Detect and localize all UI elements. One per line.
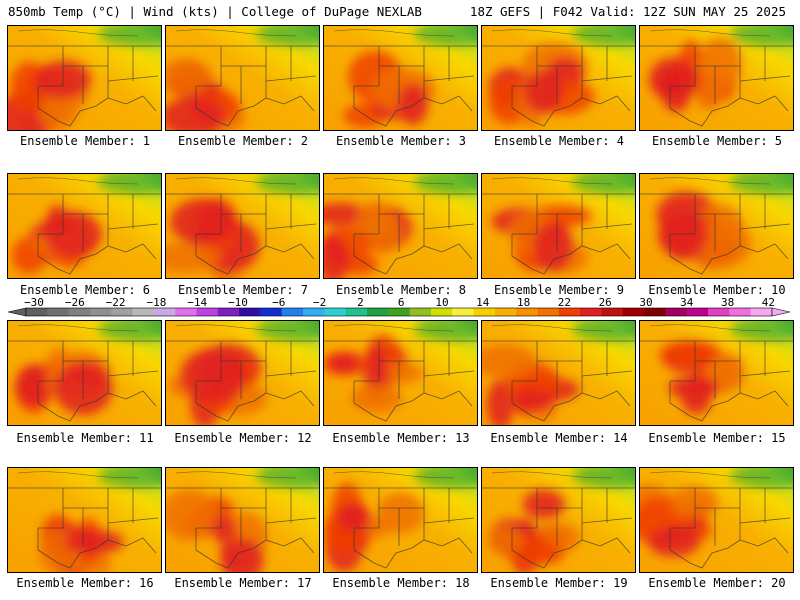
ensemble-map-panel	[323, 320, 478, 426]
colorbar-swatch	[430, 308, 453, 316]
colorbar-swatch	[303, 308, 325, 316]
ensemble-map-panel	[323, 25, 478, 131]
ensemble-map-panel	[165, 320, 320, 426]
colorbar-swatch	[111, 308, 133, 316]
colorbar-tick-label: −30	[24, 296, 44, 309]
colorbar-swatch	[558, 308, 581, 316]
colorbar-tick-label: 22	[558, 296, 571, 309]
colorbar-swatch	[26, 308, 48, 316]
colorbar-tick-label: 10	[435, 296, 448, 309]
panel-caption: Ensemble Member: 11	[16, 431, 154, 445]
colorbar-tick-label: 2	[357, 296, 364, 309]
ensemble-map-panel	[481, 467, 636, 573]
colorbar: −30 −26 −22 −18 −14 −10 −6 −2 2 6 10 14 18 22 26 30 34 38…	[7, 296, 791, 317]
ensemble-map-panel	[7, 320, 162, 426]
colorbar-swatch	[494, 308, 517, 316]
panel-caption: Ensemble Member: 8	[335, 283, 467, 297]
colorbar-tick-label: 30	[639, 296, 652, 309]
panel-caption: Ensemble Member: 5	[651, 134, 783, 148]
colorbar-swatch	[217, 308, 240, 316]
panel-caption: Ensemble Member: 2	[177, 134, 309, 148]
ensemble-map-panel	[323, 467, 478, 573]
colorbar-swatch	[132, 308, 155, 316]
ensemble-map-panel	[481, 320, 636, 426]
colorbar-swatch	[601, 308, 624, 316]
colorbar-tick-label: −26	[65, 296, 85, 309]
panel-caption: Ensemble Member: 17	[174, 576, 312, 590]
colorbar-swatch	[196, 308, 219, 316]
colorbar-tick-label: 34	[680, 296, 694, 309]
colorbar-tick-label: −10	[228, 296, 248, 309]
colorbar-swatch	[708, 308, 730, 316]
colorbar-swatch	[47, 308, 69, 316]
colorbar-swatch	[239, 308, 261, 316]
panel-caption: Ensemble Member: 14	[490, 431, 628, 445]
colorbar-tick-label: 42	[762, 296, 775, 309]
chart-title: 850mb Temp (°C) | Wind (kts) | College o…	[8, 4, 422, 19]
panel-caption: Ensemble Member: 1	[19, 134, 151, 148]
panel-caption: Ensemble Member: 3	[335, 134, 467, 148]
colorbar-swatch	[89, 308, 112, 316]
colorbar-swatch	[516, 308, 538, 316]
panel-caption: Ensemble Member: 9	[493, 283, 625, 297]
panel-caption: Ensemble Member: 4	[493, 134, 625, 148]
ensemble-map-panel	[165, 467, 320, 573]
colorbar-swatch	[644, 308, 666, 316]
ensemble-map-panel	[7, 467, 162, 573]
panel-caption: Ensemble Member: 10	[648, 283, 786, 297]
ensemble-map-panel	[639, 25, 794, 131]
colorbar-right-arrow	[771, 307, 791, 317]
colorbar-swatch	[260, 308, 283, 316]
ensemble-map-panel	[165, 25, 320, 131]
valid-time: 18Z GEFS | F042 Valid: 12Z SUN MAY 25 20…	[469, 4, 786, 19]
panel-caption: Ensemble Member: 20	[648, 576, 786, 590]
colorbar-swatch	[345, 308, 368, 316]
colorbar-tick-label: −6	[272, 296, 285, 309]
colorbar-swatch	[537, 308, 560, 316]
panel-caption: Ensemble Member: 12	[174, 431, 312, 445]
colorbar-tick-label: 38	[721, 296, 734, 309]
ensemble-map-panel	[7, 25, 162, 131]
ensemble-map-panel	[323, 173, 478, 279]
ensemble-map-panel	[165, 173, 320, 279]
colorbar-swatch	[281, 308, 304, 316]
colorbar-swatch	[452, 308, 474, 316]
colorbar-tick-label: 14	[476, 296, 490, 309]
colorbar-swatch	[175, 308, 197, 316]
colorbar-swatch	[409, 308, 432, 316]
colorbar-left-arrow	[7, 307, 27, 317]
colorbar-tick-label: −18	[146, 296, 166, 309]
ensemble-map-panel	[639, 320, 794, 426]
colorbar-swatch	[153, 308, 176, 316]
ensemble-map-panel	[7, 173, 162, 279]
colorbar-swatch	[750, 308, 773, 316]
panel-caption: Ensemble Member: 19	[490, 576, 628, 590]
colorbar-swatch	[665, 308, 688, 316]
ensemble-map-panel	[639, 173, 794, 279]
ensemble-map-panel	[481, 25, 636, 131]
colorbar-tick-label: 6	[398, 296, 405, 309]
ensemble-map-panel	[639, 467, 794, 573]
panel-caption: Ensemble Member: 16	[16, 576, 154, 590]
colorbar-swatch	[473, 308, 496, 316]
colorbar-swatch	[367, 308, 389, 316]
colorbar-swatch	[729, 308, 751, 316]
panel-caption: Ensemble Member: 7	[177, 283, 309, 297]
panel-caption: Ensemble Member: 6	[19, 283, 151, 297]
ensemble-map-panel	[481, 173, 636, 279]
colorbar-swatch	[686, 308, 709, 316]
colorbar-swatch	[388, 308, 410, 316]
colorbar-swatch	[68, 308, 91, 316]
colorbar-swatch	[580, 308, 602, 316]
colorbar-tick-label: −2	[313, 296, 326, 309]
panel-caption: Ensemble Member: 15	[648, 431, 786, 445]
colorbar-tick-label: −14	[187, 296, 207, 309]
colorbar-tick-label: −22	[106, 296, 126, 309]
colorbar-swatch	[622, 308, 645, 316]
panel-caption: Ensemble Member: 13	[332, 431, 470, 445]
colorbar-tick-label: 18	[517, 296, 530, 309]
colorbar-tick-label: 26	[599, 296, 612, 309]
panel-caption: Ensemble Member: 18	[332, 576, 470, 590]
colorbar-swatch	[324, 308, 347, 316]
